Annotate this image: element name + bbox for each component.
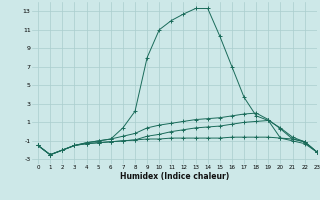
X-axis label: Humidex (Indice chaleur): Humidex (Indice chaleur)	[120, 172, 229, 181]
